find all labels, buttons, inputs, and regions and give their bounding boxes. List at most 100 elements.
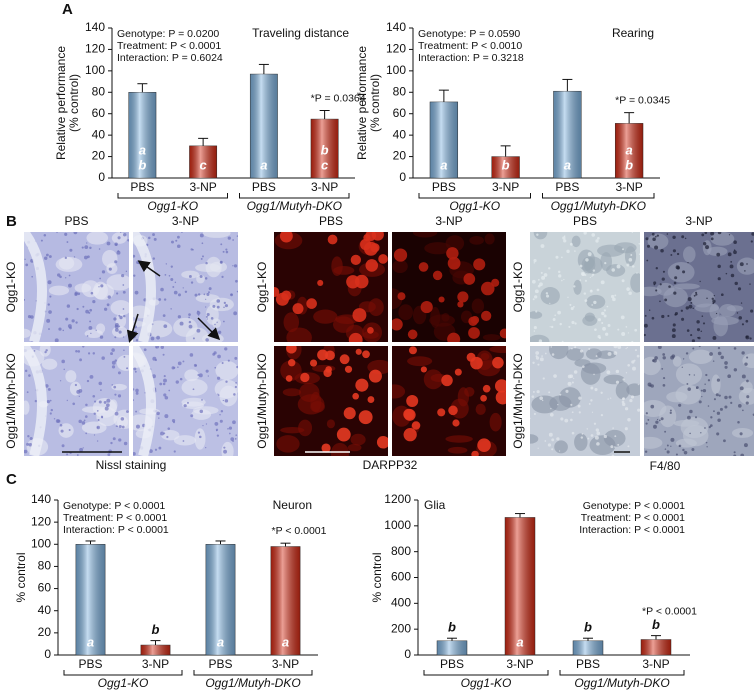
texture xyxy=(566,249,570,254)
texture xyxy=(621,279,625,283)
texture xyxy=(184,369,199,382)
texture xyxy=(678,445,681,447)
texture xyxy=(68,283,72,288)
texture xyxy=(704,383,706,385)
texture xyxy=(172,286,175,288)
texture xyxy=(56,232,58,234)
texture xyxy=(644,356,661,376)
texture xyxy=(727,252,732,257)
texture xyxy=(594,328,597,331)
texture xyxy=(566,348,584,361)
texture xyxy=(549,395,572,411)
texture xyxy=(214,379,238,399)
texture xyxy=(540,244,545,248)
texture xyxy=(155,347,157,349)
texture xyxy=(531,395,535,398)
texture xyxy=(125,270,128,273)
texture xyxy=(358,410,373,425)
texture xyxy=(564,418,569,423)
y-tick-label: 20 xyxy=(38,625,52,639)
texture xyxy=(123,349,125,352)
texture xyxy=(100,415,104,418)
texture xyxy=(370,243,380,253)
texture xyxy=(600,252,612,271)
texture xyxy=(631,340,634,342)
texture xyxy=(116,354,129,371)
texture xyxy=(223,449,228,454)
texture xyxy=(235,382,237,384)
texture xyxy=(746,379,749,383)
stat-text: Treatment: P < 0.0010 xyxy=(418,40,522,52)
tissue-edge xyxy=(24,232,47,342)
texture xyxy=(616,264,621,269)
texture xyxy=(627,418,631,422)
texture xyxy=(161,430,180,441)
texture xyxy=(745,319,749,323)
texture xyxy=(636,272,638,274)
texture xyxy=(625,372,628,374)
texture xyxy=(236,290,238,293)
texture xyxy=(164,274,167,276)
texture xyxy=(219,419,223,423)
texture xyxy=(115,243,118,246)
x-tick-label: PBS xyxy=(440,657,464,671)
texture xyxy=(480,281,495,296)
texture xyxy=(175,239,178,242)
texture xyxy=(331,256,343,276)
micrograph xyxy=(644,346,754,456)
y-tick-label: 400 xyxy=(391,596,411,610)
texture xyxy=(695,293,698,296)
texture xyxy=(565,389,569,393)
texture xyxy=(644,450,648,453)
texture xyxy=(58,327,62,331)
texture xyxy=(118,314,121,317)
stat-text: Interaction: P < 0.0001 xyxy=(63,524,169,536)
texture xyxy=(49,412,52,415)
texture xyxy=(617,443,620,446)
texture xyxy=(344,365,353,373)
texture xyxy=(644,323,648,328)
row-label: Ogg1/Mutyh-DKO xyxy=(255,353,269,448)
texture xyxy=(78,419,82,424)
texture xyxy=(86,379,90,383)
texture xyxy=(192,337,195,340)
y-tick-label: 140 xyxy=(386,20,406,34)
texture xyxy=(85,309,89,314)
significance-letter: a xyxy=(139,142,146,157)
texture xyxy=(717,346,721,350)
texture xyxy=(111,365,116,369)
texture xyxy=(691,448,695,452)
texture xyxy=(123,233,127,237)
texture xyxy=(481,310,492,321)
texture xyxy=(629,398,633,403)
texture xyxy=(64,256,67,259)
texture xyxy=(543,273,548,277)
texture xyxy=(621,397,625,401)
x-tick-label: 3-NP xyxy=(142,657,169,671)
texture xyxy=(31,275,33,278)
texture xyxy=(214,323,216,326)
texture xyxy=(95,329,97,331)
micrograph xyxy=(133,346,238,456)
y-tick-label: 200 xyxy=(391,621,411,635)
texture xyxy=(588,402,591,405)
texture xyxy=(214,422,219,426)
texture xyxy=(634,328,638,332)
bar-shine xyxy=(615,123,644,178)
texture xyxy=(627,332,629,334)
y-tick-label: 1200 xyxy=(384,492,411,506)
texture xyxy=(591,304,593,306)
texture xyxy=(135,388,139,393)
texture xyxy=(81,421,107,434)
y-tick-label: 80 xyxy=(393,84,407,98)
texture xyxy=(74,383,78,387)
texture xyxy=(666,450,670,454)
texture xyxy=(135,338,139,342)
texture xyxy=(179,321,184,326)
texture xyxy=(626,263,630,267)
group-bracket xyxy=(239,193,350,199)
texture xyxy=(674,311,678,316)
texture xyxy=(194,428,206,450)
texture xyxy=(83,419,86,422)
texture xyxy=(170,308,172,310)
